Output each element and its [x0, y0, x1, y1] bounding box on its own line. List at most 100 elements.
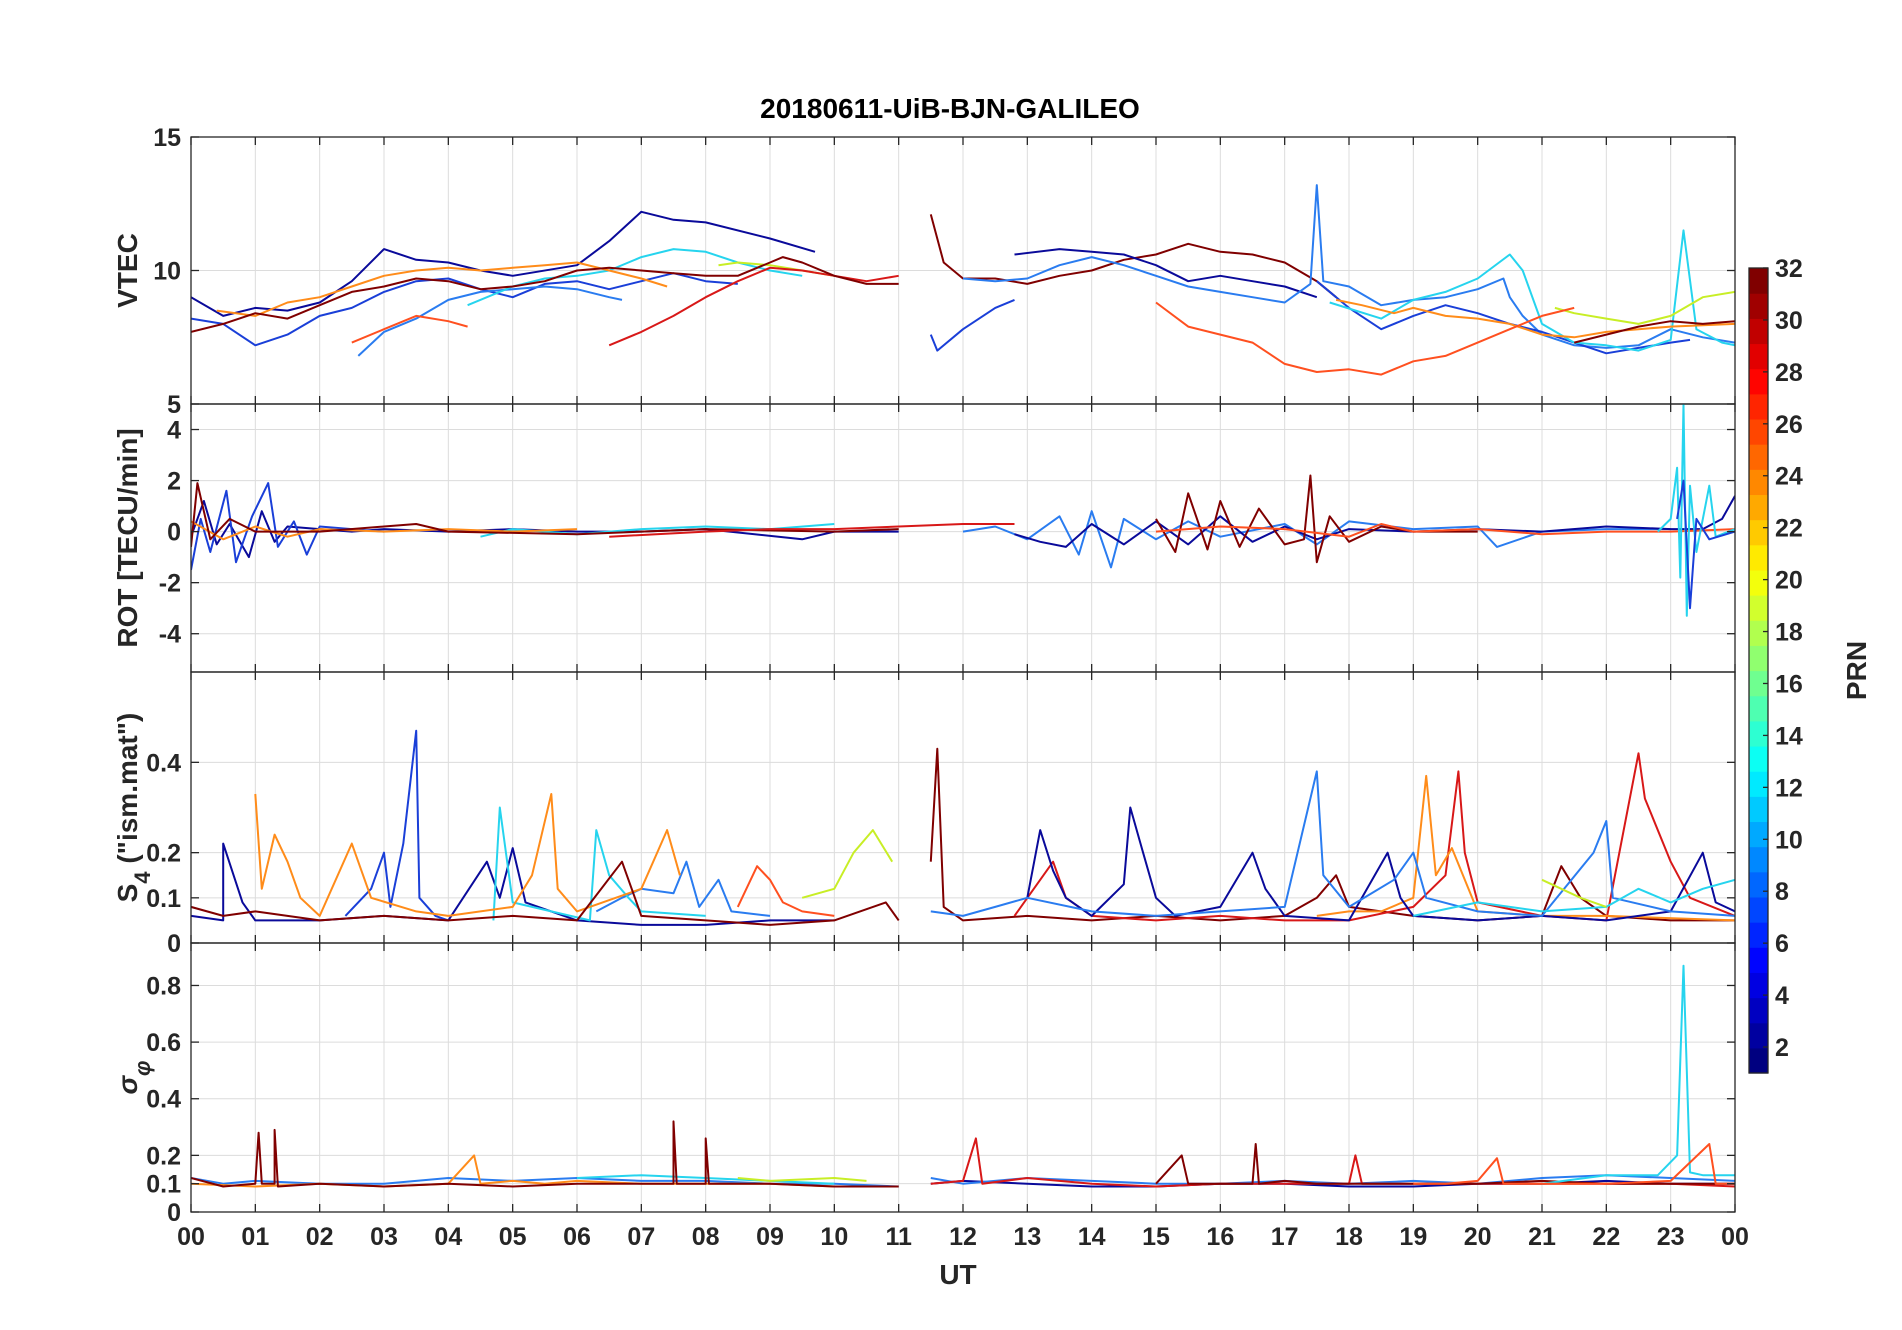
- colorbar-segment: [1749, 846, 1768, 873]
- x-tick-label: 09: [756, 1223, 784, 1251]
- colorbar-segment: [1749, 569, 1768, 596]
- colorbar-segment: [1749, 745, 1768, 772]
- x-tick-label: 16: [1206, 1223, 1234, 1251]
- series-line-13: [930, 770, 1735, 917]
- colorbar-segment: [1749, 670, 1768, 697]
- series-line-8: [191, 860, 900, 926]
- x-tick-label: 14: [1078, 1223, 1106, 1251]
- series-line-3: [357, 285, 623, 357]
- colorbar-segment: [1749, 1022, 1768, 1049]
- colorbar-segment: [1749, 997, 1768, 1024]
- colorbar-tick-label: 12: [1775, 774, 1803, 802]
- x-tick-label: 06: [563, 1223, 591, 1251]
- series-line-12: [1014, 248, 1318, 299]
- series-line-18: [1155, 301, 1575, 376]
- colorbar-tick-label: 18: [1775, 619, 1803, 647]
- series-line-10: [929, 298, 1015, 352]
- series-line-10: [1155, 523, 1735, 538]
- y-axis-label-main: σ: [112, 1075, 143, 1095]
- colorbar-tick-label: 4: [1775, 982, 1789, 1010]
- series-group: [191, 964, 1735, 1188]
- series-line-9: [1155, 1143, 1735, 1185]
- y-tick-label: 0.4: [146, 749, 181, 777]
- colorbar-tick-label: 30: [1775, 307, 1803, 335]
- y-tick-label: 0.8: [146, 972, 181, 1000]
- x-tick-label: 08: [692, 1223, 720, 1251]
- chart-title: 20180611-UiB-BJN-GALILEO: [760, 93, 1140, 124]
- colorbar-tick-label: 22: [1775, 515, 1803, 543]
- y-tick-label: 0: [167, 519, 181, 547]
- colorbar-tick-label: 10: [1775, 826, 1803, 854]
- x-tick-label: 22: [1592, 1223, 1620, 1251]
- colorbar-segment: [1749, 922, 1768, 948]
- panel-rot: -4 -2 0 2 4 ROT [TECU/min]: [112, 403, 1736, 673]
- colorbar-tick-label: 28: [1775, 359, 1803, 387]
- y-axis-label-sub: 4: [130, 871, 155, 884]
- y-tick-label: 0.6: [146, 1029, 181, 1057]
- series-line-6: [609, 523, 1015, 538]
- y-axis-label: S4 ("ism.mat"): [112, 713, 155, 903]
- colorbar-tick-label: 16: [1775, 670, 1803, 698]
- colorbar-segment: [1749, 393, 1768, 420]
- series-line-16: [1554, 290, 1735, 325]
- series-line-4: [191, 520, 578, 541]
- y-tick-label: 0.1: [146, 1171, 181, 1199]
- colorbar-segment: [1749, 268, 1768, 294]
- series-line-6: [930, 1179, 1735, 1188]
- y-tick-label: -2: [159, 570, 181, 598]
- series-line-10: [1541, 964, 1735, 1185]
- series-line-8: [608, 266, 899, 347]
- x-tick-label: 21: [1528, 1223, 1556, 1251]
- colorbar-tick-label: 32: [1775, 255, 1803, 283]
- series-line-2: [344, 729, 449, 922]
- colorbar-tick-label: 6: [1775, 930, 1789, 958]
- series-line-12: [1676, 479, 1735, 610]
- colorbar-tick-label: 26: [1775, 411, 1803, 439]
- y-axis-label-sub: φ: [130, 1060, 155, 1075]
- x-tick-label: 10: [820, 1223, 848, 1251]
- x-tick-label: 01: [241, 1223, 269, 1251]
- series-line-4: [492, 806, 706, 922]
- series-line-17: [1335, 298, 1735, 339]
- series-line-11: [1413, 1143, 1735, 1185]
- series-line-15: [1329, 229, 1735, 352]
- x-tick-label: 00: [1721, 1223, 1749, 1251]
- x-tick-label: 18: [1335, 1223, 1363, 1251]
- series-line-12: [1026, 806, 1735, 922]
- colorbar-segment: [1749, 720, 1768, 747]
- colorbar-tick-label: 14: [1775, 722, 1803, 750]
- colorbar-segment: [1749, 871, 1768, 898]
- series-line-5: [191, 482, 899, 547]
- y-axis-label: ROT [TECU/min]: [112, 428, 143, 647]
- y-tick-label: 0: [167, 930, 181, 958]
- series-line-3: [595, 860, 771, 917]
- y-tick-label: 4: [167, 417, 181, 445]
- colorbar-segment: [1749, 972, 1768, 999]
- colorbar-segment: [1749, 896, 1768, 923]
- series-line-7: [351, 314, 468, 344]
- colorbar-segment: [1749, 368, 1768, 395]
- colorbar-segment: [1749, 947, 1768, 973]
- colorbar-frame: [1748, 267, 1769, 1074]
- y-tick-label: 0.2: [146, 1142, 181, 1170]
- colorbar-tick-label: 20: [1775, 567, 1803, 595]
- y-axis-label: VTEC: [112, 233, 143, 308]
- y-axis-label: σφ: [112, 1060, 155, 1094]
- panel-vtec: 5 10 15 VTEC: [112, 124, 1736, 419]
- series-line-11: [1316, 774, 1735, 922]
- x-tick-label: 05: [499, 1223, 527, 1251]
- series-line-3: [737, 1177, 867, 1182]
- colorbar-segment: [1749, 494, 1768, 521]
- colorbar-segment: [1749, 293, 1768, 319]
- colorbar-segment: [1749, 519, 1768, 546]
- series-line-2: [191, 482, 385, 571]
- y-tick-label: -4: [159, 621, 181, 649]
- x-tick-label: 04: [434, 1223, 462, 1251]
- colorbar-segment: [1749, 595, 1768, 621]
- x-tick-label: 20: [1464, 1223, 1492, 1251]
- x-tick-label: 11: [885, 1223, 912, 1251]
- y-axis-label-tail: ("ism.mat"): [112, 713, 143, 872]
- y-tick-label: 5: [167, 391, 181, 419]
